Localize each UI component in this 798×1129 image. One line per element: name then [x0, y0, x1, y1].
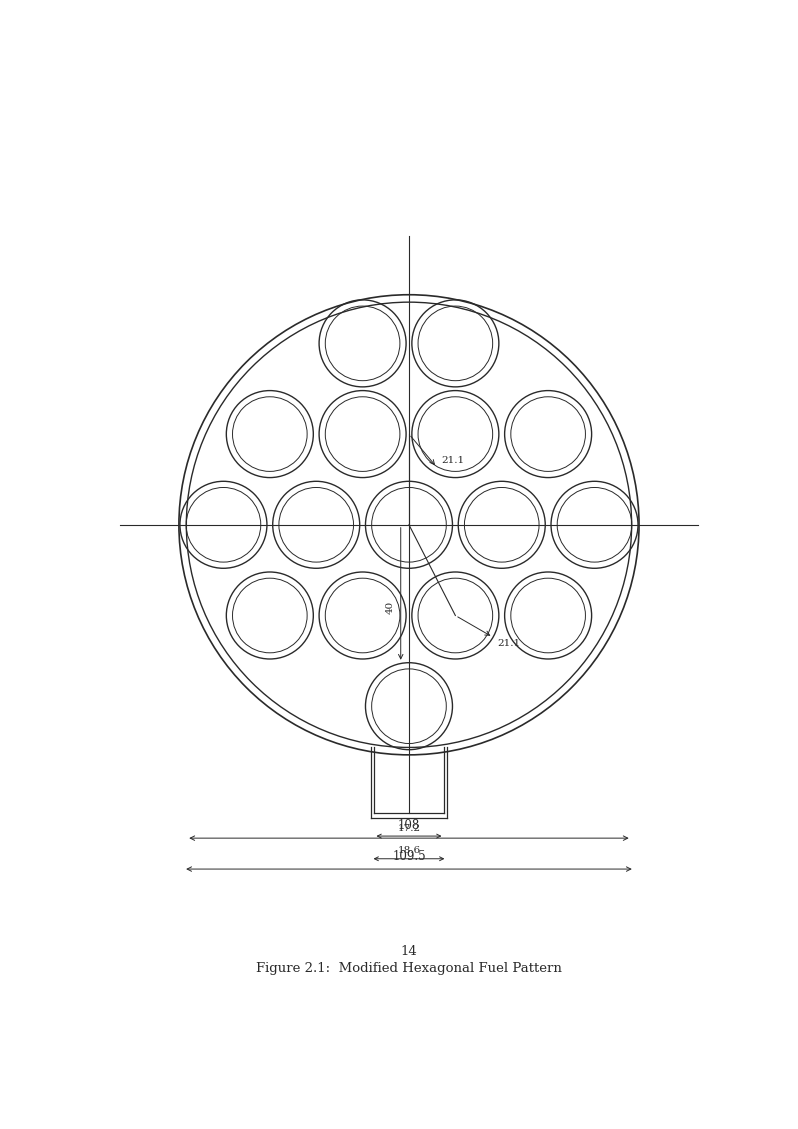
Text: Figure 2.1:  Modified Hexagonal Fuel Pattern: Figure 2.1: Modified Hexagonal Fuel Patt… — [256, 962, 562, 974]
Text: 17.2: 17.2 — [397, 824, 421, 833]
Text: 18.6: 18.6 — [397, 847, 421, 856]
Text: 21.1: 21.1 — [441, 456, 464, 465]
Text: 21.1: 21.1 — [497, 639, 520, 648]
Text: 40: 40 — [385, 601, 394, 614]
Text: 108: 108 — [398, 819, 420, 832]
Text: 109.5: 109.5 — [392, 850, 426, 863]
Text: 14: 14 — [401, 945, 417, 957]
